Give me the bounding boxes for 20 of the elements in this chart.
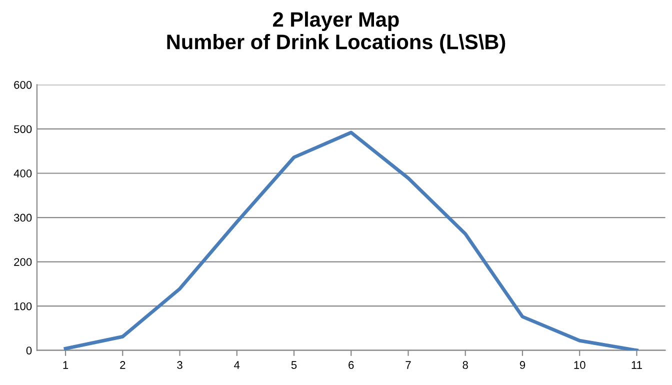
x-tick-label: 5 xyxy=(291,361,297,369)
x-tick-label: 11 xyxy=(632,361,642,369)
x-tick-label: 3 xyxy=(177,361,182,369)
x-tick-label: 10 xyxy=(574,361,586,369)
y-tick-label: 0 xyxy=(26,346,32,354)
y-tick-label: 500 xyxy=(14,125,32,134)
y-tick-label: 100 xyxy=(14,302,32,310)
x-tick-label: 9 xyxy=(520,361,526,369)
x-tick-label: 8 xyxy=(462,361,468,369)
x-tick-label: 4 xyxy=(234,361,240,369)
x-tick-label: 6 xyxy=(348,361,354,369)
y-tick-label: 300 xyxy=(14,214,32,222)
x-tick-label: 2 xyxy=(120,361,126,369)
y-tick-label: 600 xyxy=(14,80,32,89)
chart-title: 2 Player Map Number of Drink Locations (L\S\B) xyxy=(167,12,506,54)
y-tick-label: 400 xyxy=(14,170,32,178)
x-tick-label: 7 xyxy=(406,361,411,369)
x-tick-label: 1 xyxy=(63,361,68,369)
y-tick-label: 200 xyxy=(14,258,32,266)
line-series xyxy=(64,130,638,350)
